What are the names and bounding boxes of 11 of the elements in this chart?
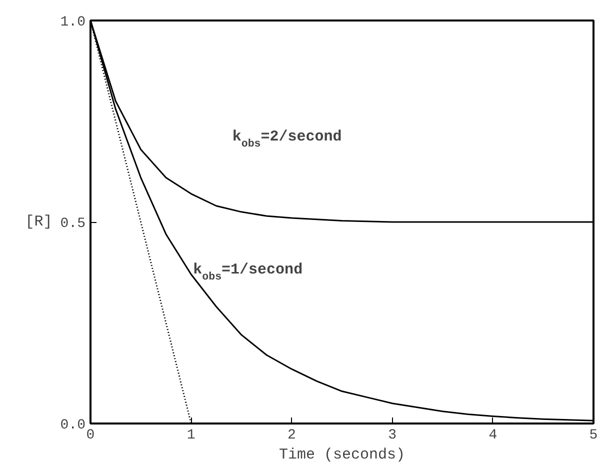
x-tick-label: 4 [488,428,498,444]
y-axis-title: [R] [25,214,52,230]
x-tick-label: 3 [388,428,397,444]
x-axis-title: Time (seconds) [278,446,406,464]
x-tick-label: 0 [86,428,95,444]
x-tick-label: 2 [288,428,296,444]
y-tick-label: 0.0 [60,418,86,434]
x-tick-label: 5 [589,428,598,444]
y-tick-label: 0.5 [60,216,86,232]
y-tick-label: 1.0 [60,14,86,30]
x-tick-label: 1 [186,428,196,444]
